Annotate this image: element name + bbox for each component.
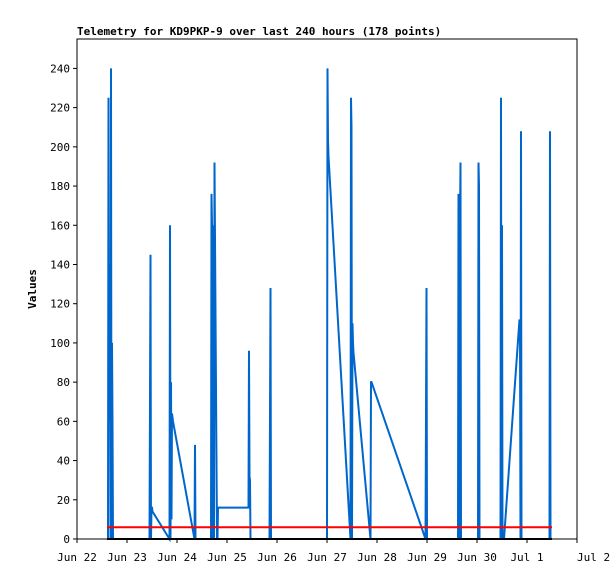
y-tick-label: 0 — [63, 533, 70, 546]
y-tick-label: 200 — [50, 141, 70, 154]
series-line-0 — [107, 68, 552, 543]
y-tick-label: 80 — [57, 376, 70, 389]
x-tick-label: Jun 29 — [407, 551, 447, 564]
y-tick-label: 120 — [50, 298, 70, 311]
x-tick-label: Jun 30 — [457, 551, 497, 564]
y-tick-label: 160 — [50, 219, 70, 232]
x-tick-label: Jun 27 — [307, 551, 347, 564]
y-tick-label: 40 — [57, 455, 70, 468]
x-axis: Jun 22 Jun 23 Jun 24 Jun 25 Jun 26 Jun 27 Jun … — [57, 539, 610, 564]
y-tick-label: 240 — [50, 62, 70, 75]
x-tick-label: Jun 26 — [257, 551, 297, 564]
y-tick-label: 60 — [57, 415, 70, 428]
chart-title: Telemetry for KD9PKP-9 over last 240 hou… — [77, 25, 441, 38]
x-tick-label: Jul 2 — [577, 551, 610, 564]
x-tick-label: Jun 25 — [207, 551, 247, 564]
x-tick-label: Jun 22 — [57, 551, 97, 564]
x-tick-label: Jun 28 — [357, 551, 397, 564]
x-tick-label: Jul 1 — [510, 551, 543, 564]
y-tick-label: 180 — [50, 180, 70, 193]
y-tick-label: 20 — [57, 494, 70, 507]
y-tick-label: 100 — [50, 337, 70, 350]
x-tick-label: Jun 23 — [107, 551, 147, 564]
series-group — [107, 68, 552, 543]
y-axis: 0 20 40 60 80 100 120 140 160 180 200 220 240 — [50, 62, 77, 546]
x-tick-label: Jun 24 — [157, 551, 197, 564]
y-axis-label: Values — [26, 269, 39, 309]
y-tick-label: 140 — [50, 258, 70, 271]
y-tick-label: 220 — [50, 102, 70, 115]
